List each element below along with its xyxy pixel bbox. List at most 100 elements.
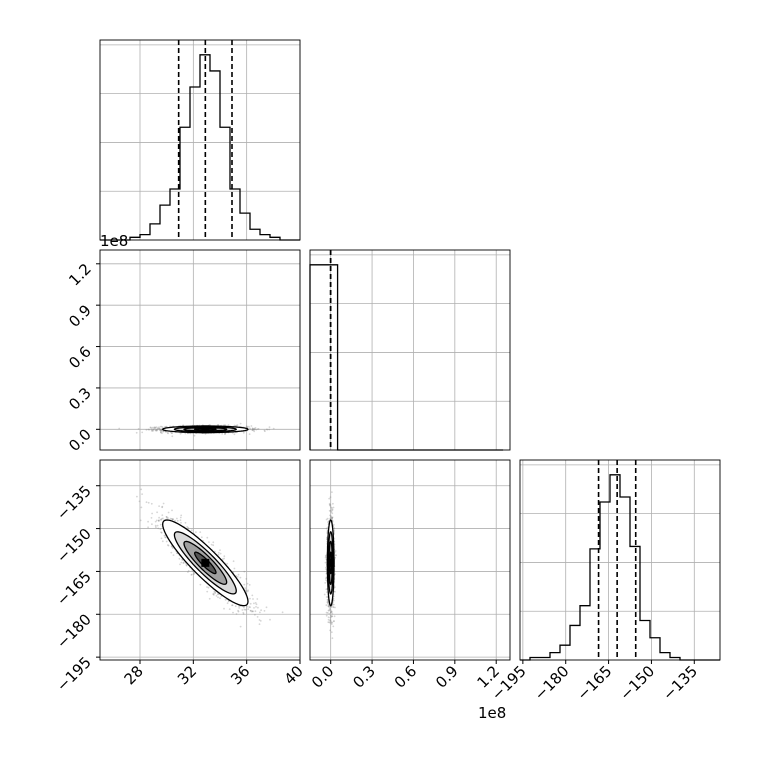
offset-label-y: 1e8: [100, 232, 128, 250]
sample-point: [161, 540, 164, 543]
sample-point: [265, 606, 268, 609]
sample-point: [250, 425, 253, 427]
sample-point: [171, 518, 173, 520]
sample-point: [150, 517, 153, 519]
sample-point: [253, 430, 256, 433]
sample-point: [333, 620, 335, 622]
sample-point: [179, 516, 182, 519]
x-tick-label: −180: [531, 662, 573, 704]
sample-point: [251, 594, 254, 597]
sample-point: [331, 621, 333, 624]
sample-point: [258, 619, 261, 621]
sample-point: [325, 555, 328, 558]
sample-point: [170, 545, 173, 548]
sample-point: [329, 619, 332, 621]
sample-point: [118, 427, 121, 430]
sample-point: [187, 571, 189, 573]
sample-point: [235, 613, 238, 615]
sample-point: [179, 432, 182, 435]
sample-point: [210, 543, 213, 546]
sample-point: [217, 596, 219, 599]
sample-point: [158, 505, 161, 507]
sample-point: [223, 555, 226, 558]
sample-point: [254, 613, 256, 616]
sample-point: [171, 509, 173, 512]
sample-point: [219, 552, 222, 555]
sample-point: [329, 504, 332, 507]
sample-point: [244, 608, 247, 611]
sample-point: [330, 511, 333, 513]
sample-point: [329, 510, 332, 512]
sample-point: [334, 573, 336, 575]
sample-point: [272, 427, 275, 430]
sample-point: [328, 607, 331, 609]
sample-point: [334, 550, 337, 552]
sample-point: [148, 428, 151, 431]
sample-point: [159, 518, 162, 521]
sample-point: [245, 590, 248, 592]
sample-point: [331, 516, 333, 519]
sample-point: [212, 541, 215, 544]
sample-point: [214, 591, 217, 594]
y-tick-label: −135: [53, 482, 95, 524]
sample-point: [245, 578, 248, 580]
sample-point: [159, 429, 162, 431]
sample-point: [174, 519, 176, 522]
sample-point: [172, 547, 174, 549]
sample-point: [212, 544, 215, 547]
sample-point: [334, 590, 336, 593]
sample-point: [331, 613, 334, 615]
sample-point: [199, 583, 202, 586]
sample-point: [186, 526, 189, 528]
sample-point: [160, 531, 163, 534]
sample-point: [158, 519, 160, 522]
sample-point: [160, 425, 163, 428]
sample-point: [325, 518, 328, 521]
sample-point: [327, 605, 330, 608]
sample-point: [157, 519, 160, 522]
sample-point: [329, 611, 332, 614]
sample-point: [244, 587, 247, 589]
sample-point: [334, 606, 336, 609]
sample-point: [238, 605, 241, 607]
sample-point: [256, 616, 259, 618]
sample-point: [329, 616, 332, 619]
sample-point: [329, 621, 332, 624]
sample-point: [328, 621, 331, 624]
sample-point: [217, 424, 220, 426]
sample-point: [233, 567, 236, 570]
sample-point: [332, 606, 335, 609]
sample-point: [170, 551, 173, 554]
sample-point: [326, 599, 329, 601]
sample-point: [150, 426, 152, 429]
sample-point: [246, 582, 249, 585]
sample-point: [326, 601, 329, 604]
sample-point: [326, 600, 329, 603]
x-tick-label: 0.6: [391, 662, 421, 692]
sample-point: [249, 428, 251, 431]
sample-point: [213, 590, 216, 593]
sample-point: [156, 524, 159, 527]
offset-label-x: 1e8: [478, 704, 506, 722]
sample-point: [171, 546, 174, 549]
panel-hist-1: [309, 249, 511, 451]
x-tick-label: 36: [227, 662, 253, 688]
sample-point: [213, 593, 215, 596]
sample-point: [145, 428, 148, 431]
y-tick-label: −180: [53, 610, 95, 652]
panel-hist-0: [99, 39, 301, 241]
sample-point: [199, 531, 202, 533]
sample-point: [167, 544, 169, 546]
sample-point: [329, 514, 331, 517]
sample-point: [326, 612, 329, 614]
sample-point: [140, 506, 143, 509]
sample-point: [172, 518, 175, 521]
sample-point: [191, 573, 193, 576]
sample-point: [159, 523, 162, 526]
sample-point: [330, 610, 333, 613]
sample-point: [328, 605, 330, 608]
sample-point: [249, 602, 252, 605]
sample-point: [195, 531, 197, 533]
x-tick-label: 40: [281, 662, 307, 688]
sample-point: [185, 563, 188, 566]
